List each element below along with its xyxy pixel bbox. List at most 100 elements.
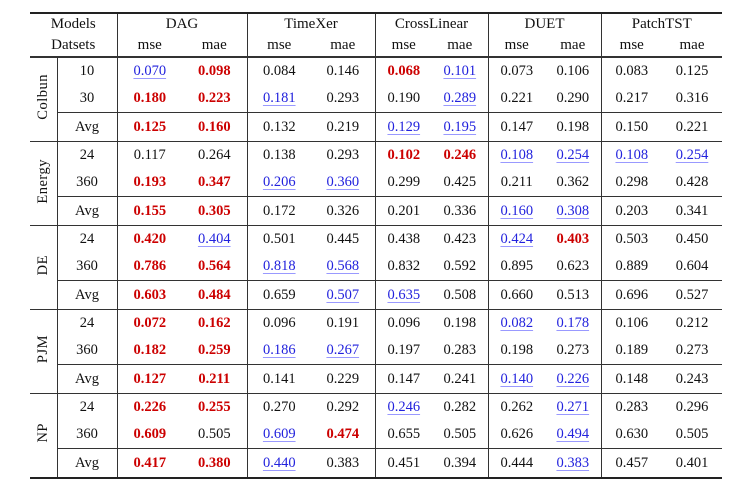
metric-value: 0.125	[117, 112, 182, 142]
metric-value: 0.132	[247, 112, 311, 142]
metric-value: 0.564	[182, 253, 248, 281]
metric-value: 0.098	[182, 57, 248, 85]
metric-value: 0.635	[375, 280, 432, 310]
metric-value: 0.106	[601, 309, 663, 337]
metric-header: mse	[504, 37, 529, 53]
metric-value: 0.141	[247, 364, 311, 394]
metric-value: 0.262	[488, 393, 546, 421]
metric-header: mae	[679, 37, 705, 53]
horizon-label: Avg	[57, 280, 118, 310]
metric-value: 0.423	[432, 225, 489, 253]
metric-value: 0.271	[545, 393, 602, 421]
horizon-label: 30	[57, 85, 118, 113]
metric-value: 0.211	[182, 364, 248, 394]
metric-value: 0.404	[182, 225, 248, 253]
metric-value: 0.198	[545, 112, 602, 142]
metric-value: 0.160	[488, 196, 546, 226]
model-header: PatchTST	[631, 16, 692, 32]
metric-value: 0.070	[133, 63, 167, 79]
metric-value: 0.420	[117, 225, 182, 253]
metric-value: 0.299	[387, 174, 421, 190]
metric-value: 0.623	[545, 253, 602, 281]
metric-value: 0.603	[117, 280, 182, 310]
model-header: DAG	[117, 13, 248, 35]
metric-value: 0.264	[182, 141, 248, 169]
metric-value: 0.445	[311, 225, 376, 253]
metric-value: 0.630	[615, 426, 649, 442]
model-header: DUET	[488, 13, 602, 35]
metric-value: 0.336	[432, 196, 489, 226]
metric-value: 0.254	[662, 141, 723, 169]
dataset-group-cell: Colbun	[30, 57, 58, 142]
table-row: PJM 24 0.072 0.162 0.096 0.191 0.096 0.198 0.082…	[30, 309, 723, 394]
metric-value: 0.211	[500, 174, 533, 190]
metric-value: 0.341	[662, 196, 723, 226]
metric-header: mse	[267, 37, 292, 53]
metric-value: 0.293	[311, 85, 376, 113]
dataset-group-cell: NP	[30, 393, 58, 478]
metric-value: 0.106	[545, 57, 602, 85]
metric-value: 0.786	[133, 258, 167, 274]
metric-value: 0.316	[675, 90, 709, 106]
metric-value: 0.150	[601, 112, 663, 142]
avg-row: Avg 0.603 0.484 0.659 0.507 0.635 0.508 0.660 0.…	[30, 280, 723, 310]
metric-value: 0.832	[387, 258, 421, 274]
models-label: Models	[50, 16, 96, 32]
metric-value: 0.592	[432, 253, 489, 281]
metric-value: 0.180	[133, 90, 167, 106]
metric-value: 0.494	[545, 421, 602, 449]
metric-value: 0.305	[182, 196, 248, 226]
horizon-label: 24	[57, 225, 118, 253]
metric-value: 0.451	[375, 448, 432, 478]
metric-header: mae	[432, 35, 489, 57]
metric-value: 0.895	[500, 258, 534, 274]
table-row: NP 24 0.226 0.255 0.270 0.292 0.246 0.282 0.262 0…	[30, 393, 723, 478]
metric-value: 0.178	[545, 309, 602, 337]
metric-value: 0.267	[311, 337, 376, 365]
dataset-group-label: Colbun	[35, 74, 51, 120]
metric-value: 0.289	[432, 85, 489, 113]
metric-value: 0.127	[117, 364, 182, 394]
metric-value: 0.273	[675, 342, 709, 358]
metric-value: 0.660	[488, 280, 546, 310]
table-body: Colbun 10 0.070 0.098 0.084 0.146 0.068 0.101 0.…	[30, 57, 723, 478]
metric-value: 0.298	[615, 174, 649, 190]
metric-value: 0.083	[615, 63, 649, 79]
dataset-group-cell: PJM	[30, 309, 58, 394]
metric-value: 0.283	[432, 337, 489, 365]
metric-value: 0.221	[662, 112, 723, 142]
metric-value: 0.609	[262, 426, 296, 442]
metric-value: 0.347	[182, 169, 248, 197]
metric-value: 0.189	[615, 342, 649, 358]
metric-value: 0.273	[545, 337, 602, 365]
metric-header: mse	[391, 37, 416, 53]
metric-header: mae	[545, 35, 602, 57]
metric-value: 0.191	[311, 309, 376, 337]
table-row: Colbun 10 0.070 0.098 0.084 0.146 0.068 0.101 0.…	[30, 57, 722, 142]
metric-value: 0.383	[311, 448, 376, 478]
metric-value: 0.096	[375, 309, 432, 337]
metric-value: 0.147	[375, 364, 432, 394]
avg-row: Avg 0.417 0.380 0.440 0.383 0.451 0.394 0.444 0.…	[30, 448, 723, 478]
metric-value: 0.440	[247, 448, 311, 478]
model-header-row: Models Datsets DAG TimeXer CrossLinear DUET…	[30, 13, 722, 57]
metric-value: 0.197	[387, 342, 421, 358]
metric-value: 0.217	[615, 90, 649, 106]
metric-value: 0.193	[133, 174, 167, 190]
avg-row: Avg 0.125 0.160 0.132 0.219 0.129 0.195 0.147 0.…	[30, 112, 723, 142]
metric-value: 0.148	[601, 364, 663, 394]
metric-value: 0.160	[182, 112, 248, 142]
horizon-label: 360	[57, 421, 118, 449]
metric-value: 0.380	[182, 448, 248, 478]
metric-header: mse	[619, 37, 644, 53]
metric-value: 0.117	[117, 141, 182, 169]
metric-value: 0.206	[262, 174, 296, 190]
table-row: 360 0.609 0.505 0.609 0.474 0.655 0.505 0.626 0.…	[30, 421, 722, 449]
results-table-container: Models Datsets DAG TimeXer CrossLinear DUET…	[30, 12, 723, 479]
metric-value: 0.226	[117, 393, 182, 421]
horizon-label: 24	[57, 141, 118, 169]
metric-value: 0.484	[182, 280, 248, 310]
metric-value: 0.147	[488, 112, 546, 142]
metric-header: mae	[311, 35, 376, 57]
avg-row: Avg 0.155 0.305 0.172 0.326 0.201 0.336 0.160 0.…	[30, 196, 723, 226]
